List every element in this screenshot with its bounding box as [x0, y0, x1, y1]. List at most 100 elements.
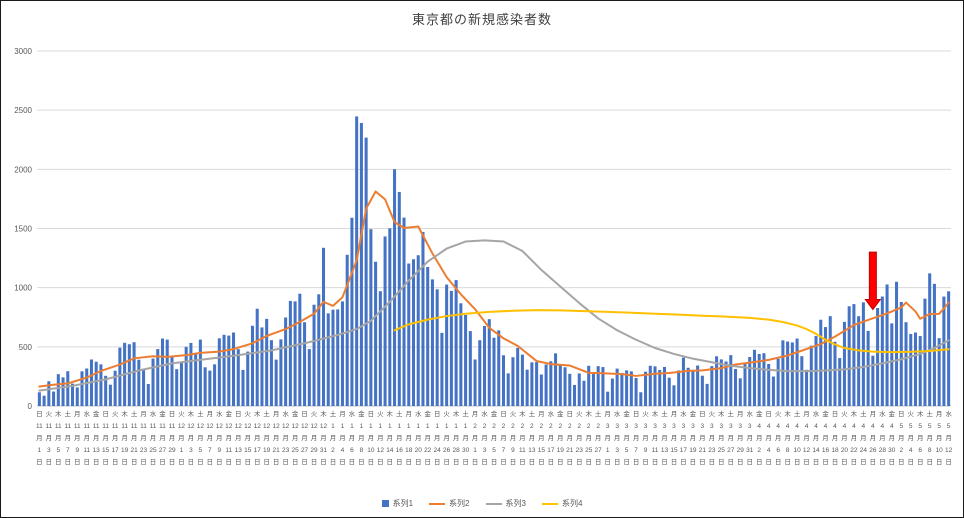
x-axis-label: 日 2 月 21 日	[566, 411, 574, 466]
bar-series1	[530, 362, 534, 406]
bar-series1	[596, 366, 600, 406]
y-axis-tick-label: 0	[28, 402, 33, 411]
bar-series1	[250, 325, 254, 406]
x-axis-label: 月 3 月 29 日	[736, 411, 744, 466]
x-axis-label: 水 4 月 28 日	[878, 411, 886, 466]
bar-series1	[473, 359, 477, 406]
x-axis-label: 金 11 月 13 日	[92, 411, 100, 466]
x-axis-label: 日 12 月 27 日	[300, 411, 309, 466]
bar-series1	[615, 368, 619, 406]
bar-series1	[809, 345, 813, 406]
x-axis-label: 日 1 月 10 日	[367, 411, 375, 466]
bar-series1	[137, 359, 141, 406]
bar-series1	[876, 308, 880, 406]
bar-series1	[681, 357, 685, 406]
bar-series1	[913, 332, 917, 406]
bar-series1	[227, 335, 231, 406]
bar-series1	[743, 362, 747, 406]
x-axis-label: 火 12 月 29 日	[310, 411, 318, 466]
bar-series1	[762, 353, 766, 406]
bar-series1	[127, 344, 131, 406]
x-axis-label: 木 2 月 25 日	[585, 411, 593, 466]
bar-series1	[790, 342, 794, 406]
bar-series1	[113, 370, 117, 406]
bar-series1	[899, 301, 903, 406]
bar-series1	[909, 333, 913, 406]
bar-series1	[184, 346, 188, 406]
bar-series1	[213, 364, 217, 406]
bar-series1	[303, 322, 307, 406]
bar-series1	[402, 217, 406, 406]
bar-series1	[658, 370, 662, 406]
x-axis-label: 月 12 月 7 日	[206, 411, 214, 466]
bar-series1	[729, 355, 733, 406]
bar-series1	[284, 317, 288, 406]
bar-series1	[558, 364, 562, 406]
x-axis-label: 土 12 月 5 日	[196, 411, 204, 466]
bar-series1	[279, 339, 283, 406]
bar-series1	[388, 228, 392, 406]
y-axis-tick-label: 1500	[14, 225, 32, 234]
bar-series1	[520, 354, 524, 406]
bar-series1	[842, 321, 846, 406]
x-axis-label: 木 2 月 11 日	[519, 411, 526, 466]
x-axis-label: 金 3 月 19 日	[689, 411, 697, 466]
bar-series1	[757, 353, 761, 406]
bar-series1	[411, 259, 416, 406]
bar-series1	[928, 273, 932, 406]
bar-series1	[179, 361, 183, 406]
x-axis-label: 日 12 月 13 日	[234, 411, 242, 466]
bar-series1	[942, 296, 946, 406]
x-axis-label: 土 2 月 27 日	[594, 411, 602, 466]
bar-series1	[634, 377, 638, 406]
x-axis: 日 11 月 1 日火 11 月 3 日木 11 月 5 日土 11 月 7 日月 11 月 9 日水 11 月 11 日金 11…	[1, 409, 963, 471]
bar-series1	[407, 263, 411, 406]
bar-series1	[572, 384, 577, 406]
x-axis-label: 土 11 月 21 日	[130, 411, 138, 466]
bar-series1	[246, 351, 250, 406]
y-axis-tick-label: 500	[19, 343, 33, 352]
bar-series1	[350, 217, 354, 406]
bar-series1	[852, 304, 856, 406]
bar-series1	[374, 261, 378, 406]
bar-series1	[937, 338, 941, 406]
bar-series1	[885, 284, 889, 406]
bar-series1	[828, 316, 832, 406]
x-axis-label: 月 2 月 15 日	[537, 411, 545, 466]
bar-series1	[198, 339, 202, 406]
bar-series1	[61, 377, 65, 406]
x-axis-label: 火 1 月 12 日	[376, 411, 384, 466]
bar-series1	[819, 319, 823, 406]
bar-series1	[734, 368, 738, 406]
x-axis-label: 木 3 月 11 日	[651, 411, 659, 466]
x-axis-label: 水 3 月 17 日	[679, 411, 688, 466]
bar-series1	[217, 338, 221, 406]
x-axis-label: 土 11 月 7 日	[64, 411, 72, 466]
bar-series1	[700, 375, 704, 406]
bar-series1	[298, 293, 302, 406]
bar-series1	[288, 300, 292, 406]
x-axis-label: 火 11 月 17 日	[111, 411, 119, 466]
x-axis-label: 土 3 月 27 日	[727, 411, 735, 466]
bar-series1	[506, 373, 510, 406]
bar-series1	[265, 318, 269, 406]
bar-series1	[644, 371, 648, 406]
x-axis-label: 月 11 月 9 日	[73, 411, 81, 466]
legend-item-系列4: 系列4	[541, 498, 582, 509]
legend-label: 系列1	[392, 499, 414, 508]
legend-item-系列3: 系列3	[485, 498, 526, 509]
y-axis-tick-label: 2000	[14, 165, 32, 174]
bar-series1	[66, 371, 70, 406]
x-axis-label: 日 11 月 29 日	[168, 411, 176, 466]
bar-series1	[549, 361, 553, 406]
bar-series1	[383, 236, 387, 406]
x-axis-label: 土 12 月 19 日	[263, 411, 271, 466]
